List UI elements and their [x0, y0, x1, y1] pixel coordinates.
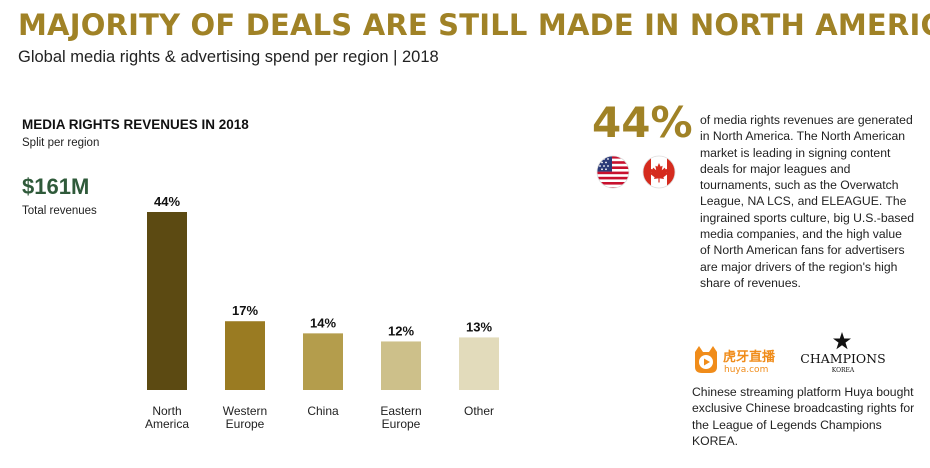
- bar: [459, 337, 499, 390]
- huya-logo-sub: huya.com: [724, 365, 768, 375]
- category-label: China: [307, 404, 339, 418]
- champions-korea-logo: CHAMPIONS KOREA: [800, 332, 886, 374]
- huya-deal-description: Chinese streaming platform Huya bought e…: [692, 385, 915, 448]
- canada-flag-icon: [642, 155, 676, 189]
- bar: [147, 212, 187, 390]
- bar-value-label: 12%: [388, 323, 414, 338]
- bar-value-label: 13%: [466, 319, 492, 334]
- champions-logo-sub: KOREA: [832, 367, 855, 374]
- huya-logo-text: 虎牙直播: [723, 349, 776, 365]
- champions-logo-text: CHAMPIONS: [800, 351, 885, 366]
- category-label: Other: [464, 404, 494, 418]
- revenue-bar-chart: 44% North America 17% Western Europe 14% China 1…: [145, 194, 499, 431]
- chart-title: MEDIA RIGHTS REVENUES IN 2018: [22, 117, 249, 132]
- us-flag-icon: [596, 155, 630, 189]
- category-label: Western Europe: [223, 404, 267, 431]
- bar: [381, 341, 421, 390]
- bar-value-label: 14%: [310, 315, 336, 330]
- page-subtitle: Global media rights & advertising spend …: [18, 48, 439, 66]
- bar-value-label: 17%: [232, 303, 258, 318]
- huya-logo: 虎牙直播 huya.com: [695, 346, 776, 375]
- chart-subtitle: Split per region: [22, 137, 100, 149]
- north-america-share-stat: 44%: [592, 98, 693, 147]
- category-label: North America: [145, 404, 189, 431]
- total-revenues-value: $161M: [22, 174, 90, 199]
- category-label: Eastern Europe: [380, 404, 421, 431]
- bar: [225, 321, 265, 390]
- page-title: MAJORITY OF DEALS ARE STILL MADE IN NORT…: [18, 8, 930, 42]
- north-america-description: of media rights revenues are generated i…: [700, 113, 915, 290]
- bar-value-label: 44%: [154, 194, 180, 209]
- total-revenues-label: Total revenues: [22, 205, 97, 217]
- bar: [303, 333, 343, 390]
